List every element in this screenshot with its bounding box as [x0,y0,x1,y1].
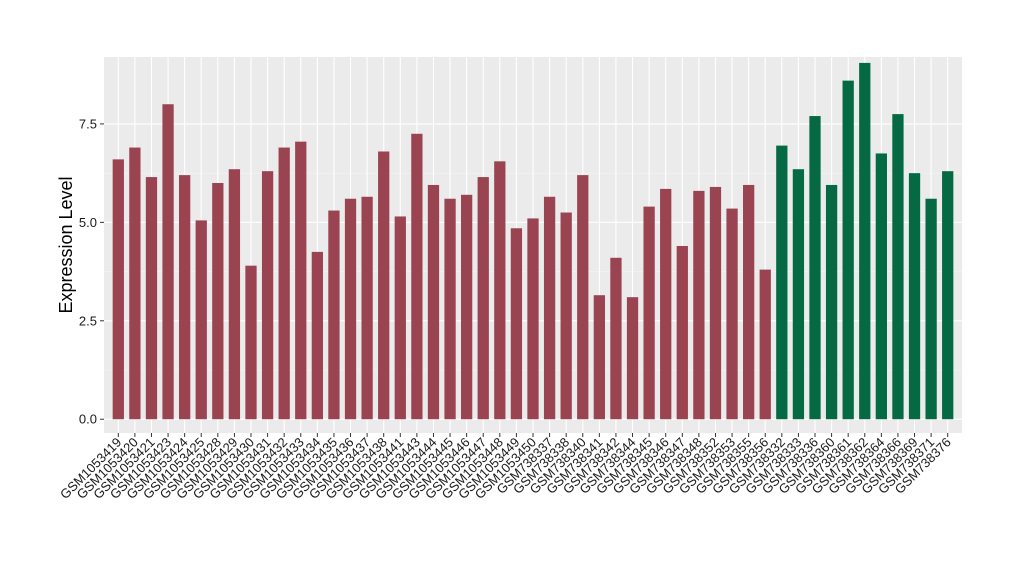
bar-GSM738356 [759,269,771,420]
bar-GSM1053438 [378,151,390,420]
bar-GSM1053436 [344,198,357,420]
bar-GSM738352 [709,186,722,420]
y-tick-label: 7.5 [79,116,97,131]
bar-GSM1053433 [295,141,307,420]
bar-GSM738345 [643,206,655,420]
bar-GSM738369 [908,173,921,420]
bar-GSM1053443 [411,133,423,420]
bar-GSM1053446 [461,194,473,420]
bar-GSM1053445 [444,198,456,420]
bar-GSM738342 [610,257,622,420]
bar-GSM1053435 [328,210,340,420]
bar-GSM738376 [942,171,954,420]
bar-GSM738360 [825,184,838,420]
bar-GSM1053425 [195,220,207,420]
bar-GSM738364 [875,153,887,420]
bar-GSM1053419 [112,159,124,420]
bar-GSM1053448 [494,161,506,420]
bar-GSM1053428 [212,182,224,420]
bar-GSM1053449 [510,228,523,420]
bar-GSM738355 [743,184,755,420]
bar-GSM1053444 [427,184,440,420]
y-axis-title: Expression Level [56,176,76,313]
bar-GSM738371 [925,198,937,420]
bar-GSM1053441 [394,216,406,420]
bar-GSM738336 [809,116,821,420]
bar-GSM1053429 [228,169,241,420]
bar-GSM738341 [593,295,605,420]
bar-GSM1053424 [179,175,191,420]
bar-GSM1053431 [261,171,274,420]
bar-GSM1053430 [245,265,257,420]
bar-GSM738366 [892,114,904,420]
bar-GSM1053432 [278,147,290,420]
bar-GSM738340 [577,175,589,420]
y-tick-label: 2.5 [79,313,97,328]
y-tick-label: 5.0 [79,215,97,230]
bar-GSM738332 [776,145,788,420]
x-axis: GSM1053419GSM1053420GSM1053421GSM1053423… [57,433,954,502]
bar-GSM1053423 [162,104,174,420]
bar-GSM1053434 [311,251,323,420]
bar-GSM1053421 [145,177,158,420]
bar-GSM738362 [859,62,871,420]
y-axis: 0.0 2.5 5.0 7.5 [79,116,104,427]
bar-GSM738347 [676,245,688,420]
bar-GSM738346 [660,188,672,420]
bar-GSM738344 [626,297,639,420]
bar-GSM738361 [842,80,854,420]
bar-GSM738353 [726,208,738,420]
bar-GSM1053450 [527,218,539,420]
y-tick-label: 0.0 [79,412,97,427]
bar-GSM738337 [543,196,556,420]
bars [112,62,954,420]
bar-GSM1053437 [361,196,373,420]
bar-GSM738348 [693,190,705,420]
bar-GSM1053447 [477,177,489,420]
bar-GSM738333 [792,169,805,420]
bar-GSM1053420 [129,147,141,420]
bar-GSM738338 [560,212,572,420]
